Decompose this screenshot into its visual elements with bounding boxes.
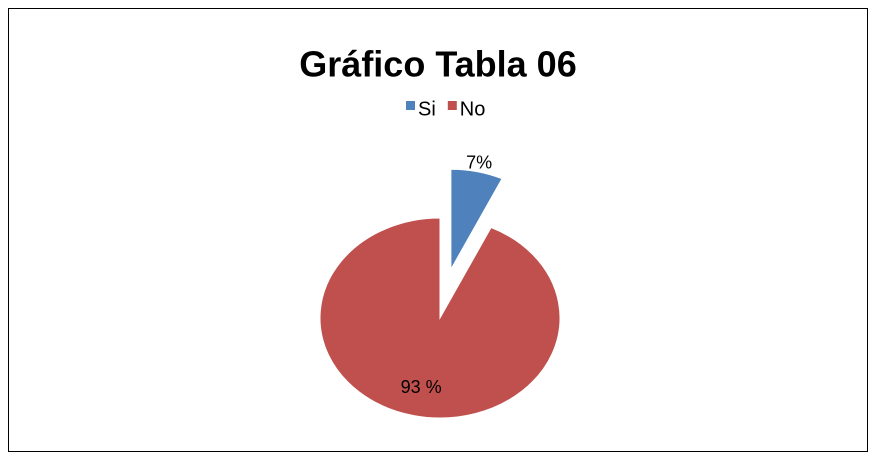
data-label: 93 % xyxy=(401,377,442,397)
legend-swatch xyxy=(406,101,415,110)
chart-title: Gráfico Tabla 06 xyxy=(299,44,576,85)
pie-slice xyxy=(319,217,561,419)
pie-slice xyxy=(450,168,503,272)
data-label: 7% xyxy=(466,153,492,173)
legend-label: Si xyxy=(418,98,436,120)
legend-swatch xyxy=(447,101,457,110)
legend-label: No xyxy=(460,98,486,120)
